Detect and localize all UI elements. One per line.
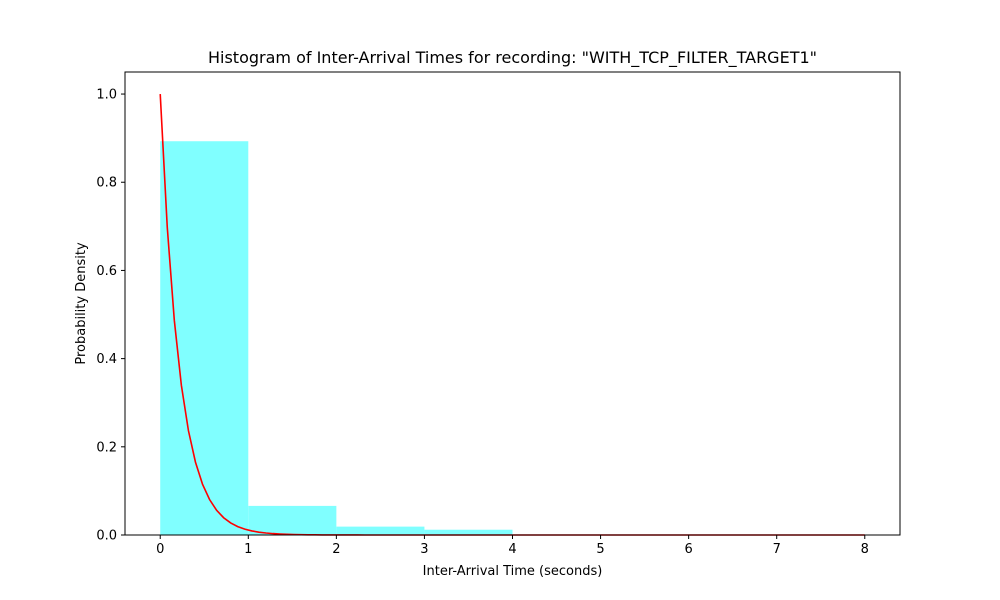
x-axis-label: Inter-Arrival Time (seconds) (423, 564, 603, 579)
chart-title: Histogram of Inter-Arrival Times for rec… (208, 48, 817, 68)
x-tick-label: 4 (508, 542, 516, 557)
x-tick-label: 1 (244, 542, 252, 557)
y-tick-label: 0.8 (96, 176, 117, 191)
x-tick-label: 8 (861, 542, 869, 557)
x-tick-label: 6 (684, 542, 692, 557)
histogram-bar-1 (248, 505, 337, 535)
x-tick-label: 5 (596, 542, 604, 557)
y-tick-label: 1.0 (96, 88, 117, 103)
histogram-bar-3 (424, 529, 513, 535)
y-tick-label: 0.6 (96, 264, 117, 279)
histogram-bars (160, 141, 513, 535)
x-tick-label: 3 (420, 542, 428, 557)
y-axis-label: Probability Density (74, 242, 89, 365)
x-tick-label: 2 (332, 542, 340, 557)
y-tick-label: 0.4 (96, 352, 117, 367)
x-tick-label: 0 (156, 542, 164, 557)
histogram-bar-2 (336, 526, 425, 535)
y-axis-ticks: 0.0 0.2 0.4 0.6 0.8 1.0 (96, 88, 125, 544)
x-axis-ticks: 0 1 2 3 4 5 6 7 8 (156, 535, 869, 557)
x-tick-label: 7 (773, 542, 781, 557)
y-tick-label: 0.2 (96, 440, 117, 455)
histogram-bar-0 (160, 141, 249, 535)
y-tick-label: 0.0 (96, 529, 117, 544)
